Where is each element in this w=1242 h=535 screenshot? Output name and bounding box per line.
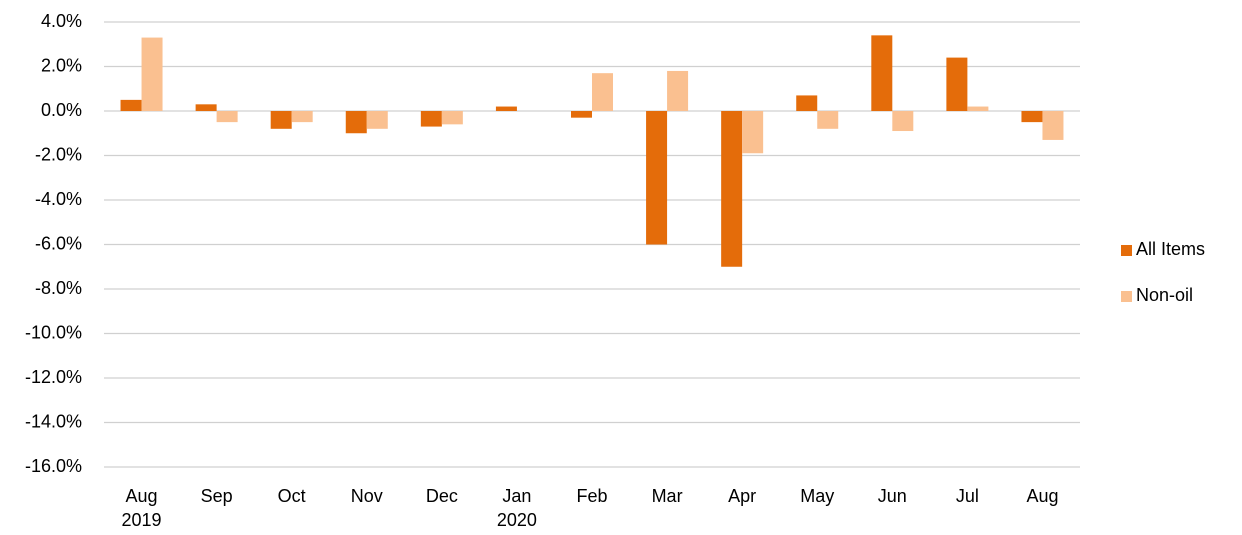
y-tick-label: -8.0% <box>35 278 82 298</box>
bar <box>892 111 914 132</box>
y-tick-label: -16.0% <box>25 456 82 476</box>
x-tick-label: Oct <box>277 486 306 506</box>
bar <box>420 111 442 127</box>
y-tick-label: -6.0% <box>35 233 82 253</box>
bar <box>1021 111 1043 123</box>
bar <box>742 111 764 154</box>
bar <box>967 106 989 111</box>
bar <box>817 111 839 129</box>
bar <box>495 106 517 111</box>
y-tick-label: -10.0% <box>25 322 82 342</box>
bar <box>667 70 689 111</box>
bar <box>646 111 668 245</box>
y-tick-label: 2.0% <box>41 55 82 75</box>
x-tick-label: Jun <box>877 486 907 506</box>
bar <box>571 111 592 118</box>
x-tick-label: Nov <box>350 486 383 506</box>
bar <box>592 73 613 111</box>
x-tick-label: Jul <box>955 486 979 506</box>
bar <box>1042 111 1064 140</box>
bar <box>120 99 142 111</box>
y-tick-label: -14.0% <box>25 411 82 431</box>
bar <box>721 111 743 267</box>
y-tick-label: 0.0% <box>41 100 82 120</box>
y-tick-label: 4.0% <box>41 11 82 31</box>
x-tick-label: Mar <box>651 486 683 506</box>
y-tick-label: -12.0% <box>25 367 82 387</box>
x-tick-label: Sep <box>200 486 233 506</box>
bar <box>345 111 367 134</box>
bar <box>871 35 893 111</box>
bar <box>141 37 163 112</box>
x-tick-label: Apr <box>728 486 757 506</box>
y-tick-label: -4.0% <box>35 189 82 209</box>
bar <box>195 104 217 111</box>
legend-swatch <box>1121 291 1132 302</box>
x-tick-label: Dec <box>425 486 458 506</box>
y-tick-label: -2.0% <box>35 144 82 164</box>
bar <box>216 111 238 123</box>
legend-label: Non-oil <box>1136 285 1193 305</box>
x-tick-label: Aug <box>1026 486 1059 506</box>
bar <box>796 95 818 111</box>
x-tick-label: Jan 2020 <box>496 486 537 530</box>
bar <box>441 111 463 125</box>
x-tick-label: Feb <box>576 486 608 506</box>
x-tick-label: Aug 2019 <box>121 486 162 530</box>
bar <box>366 111 388 129</box>
bar <box>291 111 313 123</box>
bar <box>946 57 968 111</box>
legend-label: All Items <box>1136 239 1205 259</box>
x-tick-label: May <box>800 486 835 506</box>
legend-swatch <box>1121 245 1132 256</box>
bar <box>270 111 292 129</box>
